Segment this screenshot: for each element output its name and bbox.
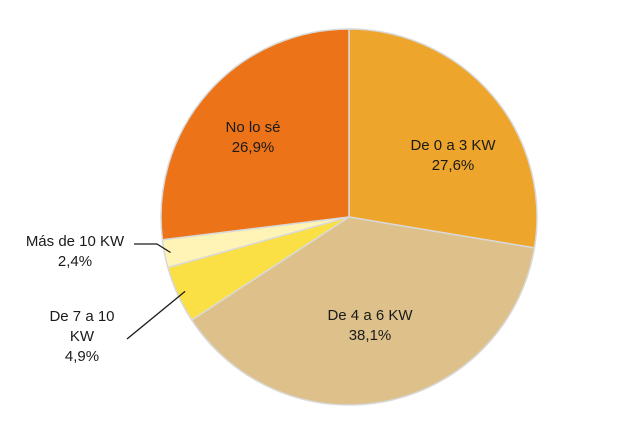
slice-label-4-name: No lo sé: [225, 119, 280, 136]
slice-label-3-name: Más de 10 KW: [26, 233, 125, 250]
slices-layer: [160, 28, 538, 406]
slice-label-2-value: 4,9%: [65, 348, 99, 365]
slice-label-4-value: 26,9%: [232, 139, 275, 156]
leader-line-2: [126, 290, 186, 340]
slice-label-2-name-line1: De 7 a 10: [49, 308, 114, 325]
slice-label-0-name: De 0 a 3 KW: [410, 137, 496, 154]
pie-slice-0: [348, 28, 538, 249]
leader-line-3: [134, 243, 171, 254]
leader-lines: [126, 243, 186, 340]
slice-label-1-name: De 4 a 6 KW: [327, 307, 413, 324]
slice-label-1-value: 38,1%: [349, 327, 392, 344]
slice-label-3-value: 2,4%: [58, 253, 92, 270]
pie-slice-4: [160, 28, 350, 241]
slice-label-0-value: 27,6%: [432, 157, 475, 174]
slice-label-2-name-line2: KW: [70, 328, 95, 345]
